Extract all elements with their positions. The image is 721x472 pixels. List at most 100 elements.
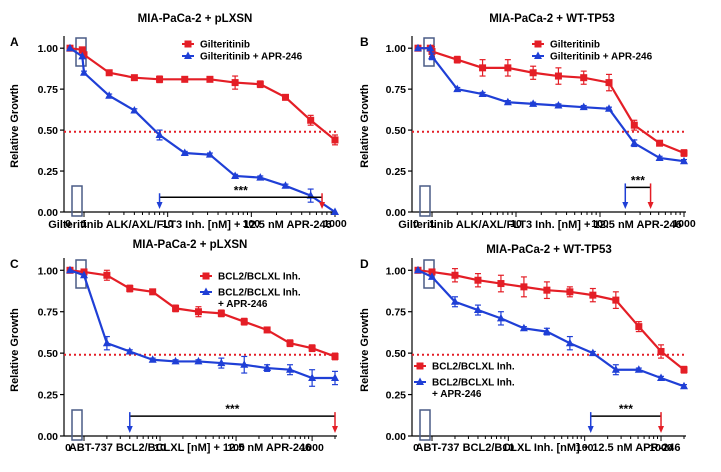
series-line [418,47,685,155]
data-point [66,43,74,52]
legend-label: BCL2/BCLXL Inh. [432,378,515,389]
arrowhead-left [126,426,133,433]
data-point [256,80,264,88]
legend-label: + APR-246 [218,299,268,310]
data-point [240,360,249,368]
data-point [428,268,436,276]
legend: BCL2/BCLXL Inh.BCL2/BCLXL Inh.+ APR-246 [414,362,515,400]
y-tick-label: 0.75 [386,307,407,319]
data-point [281,93,289,101]
data-point [473,305,482,314]
data-point [308,373,317,381]
data-point [240,318,248,326]
data-point [605,79,613,87]
arrowhead-right [658,426,665,433]
legend-label: Gilteritinib + APR-246 [550,52,653,63]
data-point [331,352,339,360]
y-tick-label: 0.50 [386,125,407,137]
data-point [281,181,290,189]
data-point [656,139,664,147]
y-tick-label: 1.00 [38,43,59,55]
data-point [331,373,339,381]
data-point [612,296,620,304]
y-tick-label: 0.25 [386,390,407,402]
data-point [529,69,537,77]
data-point [80,270,88,279]
data-point [496,313,505,322]
legend-marker [184,51,192,59]
y-tick-label: 0.25 [38,166,59,178]
x-zero-label: 0 [413,218,419,230]
data-point [130,105,139,114]
y-tick-label: 0.00 [38,207,59,219]
y-axis-label: Relative Growth [9,308,21,392]
data-point [503,97,512,106]
y-tick-label: 0.50 [386,348,407,360]
panel-d: MIA-PaCa-2 + WT-TP53 D Relative Growth ABT-… [359,244,688,454]
x-zero-label: 0 [413,442,419,454]
y-tick-label: 1.00 [386,43,407,55]
data-point [256,173,265,181]
data-point [80,68,88,76]
data-point [504,64,512,72]
highlight-box-bottom [419,409,431,441]
x-tick-label: 10 [162,218,174,230]
legend-label: Gilteritinib [200,40,250,51]
highlight-box-bottom [419,185,431,217]
data-point [181,75,189,83]
y-axis-label: Relative Growth [9,84,21,168]
legend-marker [202,287,210,295]
x-tick-label: 1 [429,218,435,230]
data-point [172,304,180,312]
data-point [657,373,666,381]
legend-label: BCL2/BCLXL Inh. [432,362,515,373]
panel-label: C [10,257,19,271]
data-point [428,272,436,280]
data-point [331,136,339,144]
data-point [78,51,87,60]
panel-b: MIA-PaCa-2 + WT-TP53 B Relative Growth Gilt… [359,13,696,231]
x-zero-label: 0 [65,218,71,230]
data-point [630,138,639,147]
data-point [426,43,435,52]
y-tick-label: 0.50 [38,125,59,137]
legend-label: Gilteritinib + APR-246 [200,52,303,63]
y-tick-label: 0.25 [38,390,59,402]
y-tick-label: 0.00 [386,207,407,219]
data-point [263,326,271,334]
data-point [149,288,157,296]
data-point [478,89,487,98]
x-tick-label: 10 [510,218,522,230]
data-point [414,43,422,52]
legend-marker [534,51,542,59]
data-point [194,308,202,316]
panel-c: MIA-PaCa-2 + pLXSN C Relative Growth ABT-73… [9,239,339,454]
data-point [605,104,614,112]
data-point [148,355,157,363]
data-point [180,148,189,157]
data-point [680,156,688,165]
y-axis-label: Relative Growth [359,84,371,168]
arrowhead-right [647,202,654,209]
chart-title: MIA-PaCa-2 + pLXSN [133,239,248,251]
x-axis-label: Gilteritinib ALK/AXL/FLT3 Inh. [nM] + 12… [398,219,681,231]
data-point [130,74,138,82]
arrowhead-right [332,426,338,433]
x-tick-label: 100 [227,442,245,454]
data-point [474,276,482,284]
x-tick-label: 10 [154,442,166,454]
legend-label: + APR-246 [432,389,482,400]
data-point [655,153,664,161]
data-point [554,72,562,80]
data-point [680,381,688,390]
panel-label: B [360,35,369,49]
data-point [634,365,643,373]
x-tick-label: 100 [243,218,261,230]
chart-title: MIA-PaCa-2 + pLXSN [138,13,253,25]
y-tick-label: 0.25 [386,166,407,178]
data-point [155,130,164,139]
data-point [680,149,688,157]
data-point [450,297,459,305]
legend-marker [534,40,542,48]
